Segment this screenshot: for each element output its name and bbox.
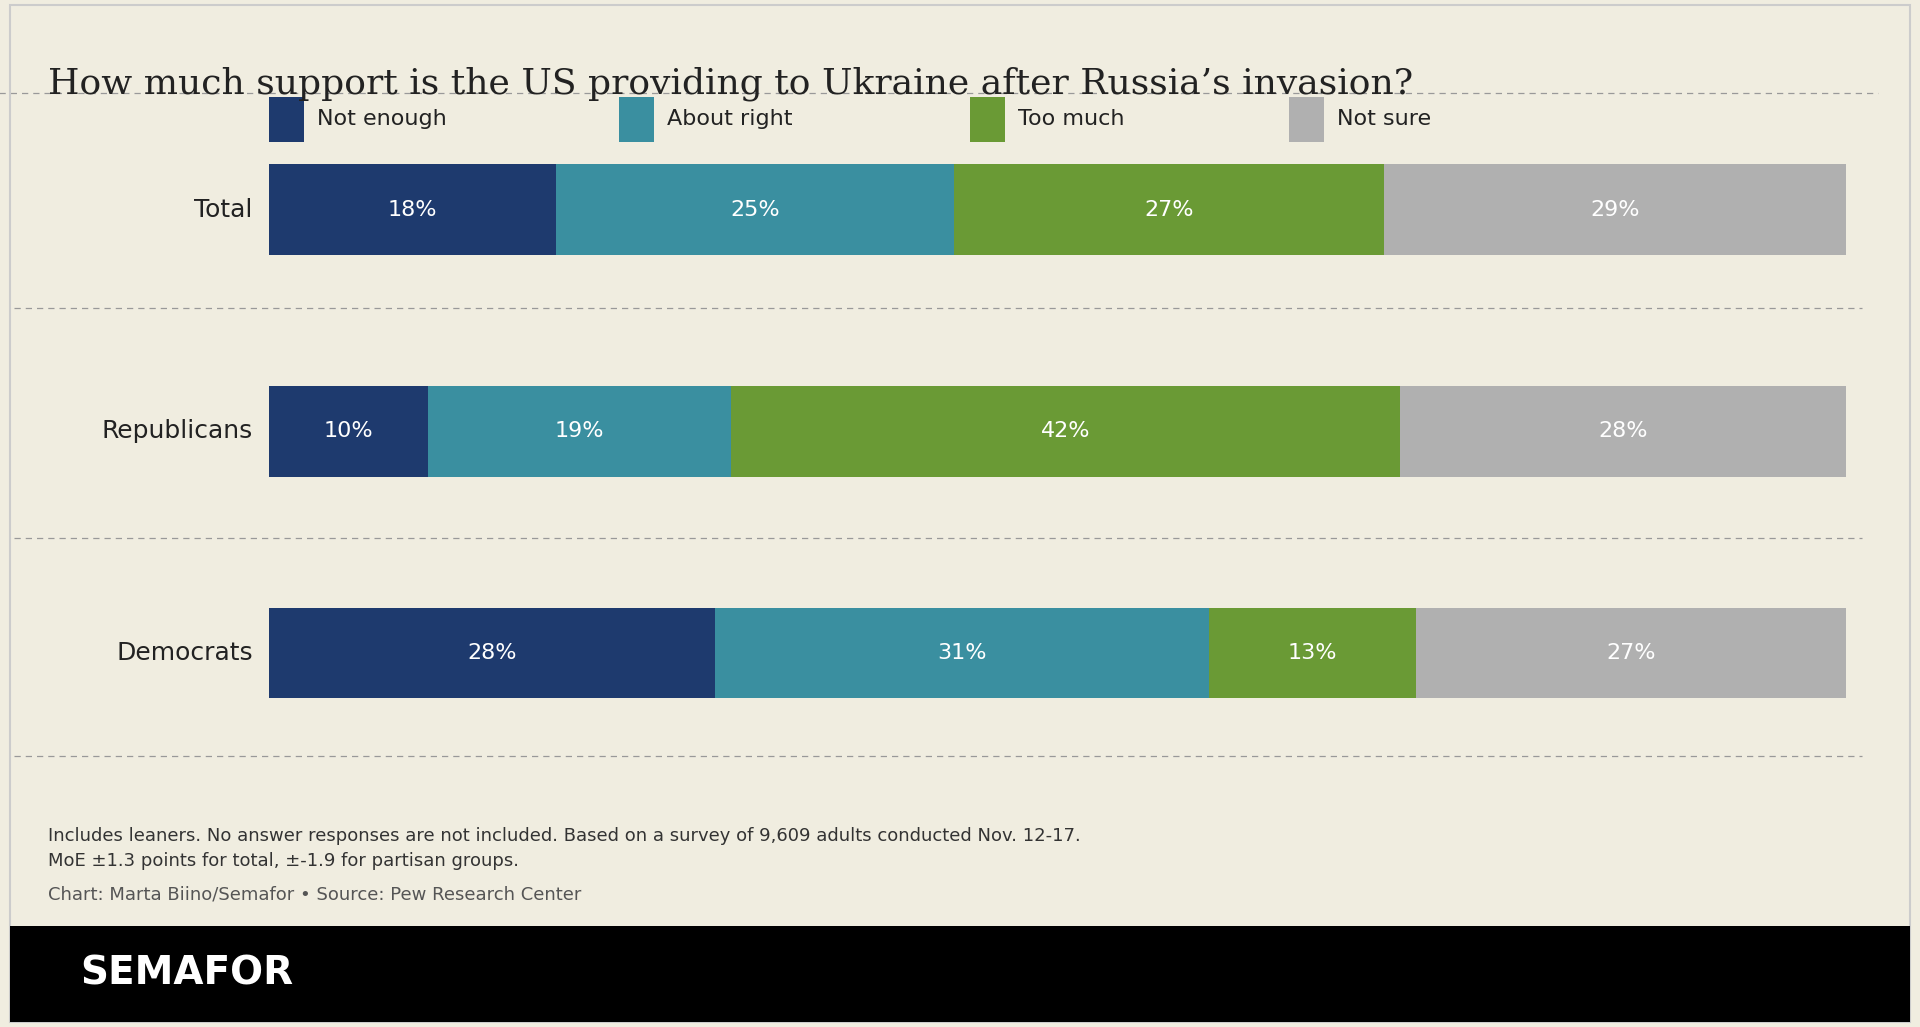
Text: Chart: Marta Biino/Semafor • Source: Pew Research Center: Chart: Marta Biino/Semafor • Source: Pew… (48, 885, 582, 904)
Text: 10%: 10% (324, 421, 372, 442)
Text: 13%: 13% (1288, 643, 1338, 663)
FancyBboxPatch shape (954, 164, 1384, 255)
Text: 27%: 27% (1607, 643, 1657, 663)
FancyBboxPatch shape (269, 608, 714, 698)
FancyBboxPatch shape (1288, 97, 1323, 142)
Text: 28%: 28% (1599, 421, 1647, 442)
Text: 27%: 27% (1144, 199, 1194, 220)
FancyBboxPatch shape (555, 164, 954, 255)
Text: How much support is the US providing to Ukraine after Russia’s invasion?: How much support is the US providing to … (48, 67, 1413, 102)
Text: 29%: 29% (1590, 199, 1640, 220)
FancyBboxPatch shape (1417, 608, 1847, 698)
FancyBboxPatch shape (732, 386, 1400, 477)
FancyBboxPatch shape (269, 386, 428, 477)
Text: MoE ±1.3 points for total, ±-1.9 for partisan groups.: MoE ±1.3 points for total, ±-1.9 for par… (48, 852, 518, 871)
FancyBboxPatch shape (970, 97, 1004, 142)
Text: 31%: 31% (937, 643, 987, 663)
Text: 25%: 25% (730, 199, 780, 220)
Text: Total: Total (194, 197, 253, 222)
FancyBboxPatch shape (269, 164, 555, 255)
Text: Not enough: Not enough (317, 109, 445, 129)
FancyBboxPatch shape (428, 386, 732, 477)
Text: About right: About right (668, 109, 793, 129)
FancyBboxPatch shape (1384, 164, 1847, 255)
FancyBboxPatch shape (1400, 386, 1847, 477)
FancyBboxPatch shape (620, 97, 655, 142)
Text: 28%: 28% (467, 643, 516, 663)
Text: Includes leaners. No answer responses are not included. Based on a survey of 9,6: Includes leaners. No answer responses ar… (48, 827, 1081, 845)
Text: Not sure: Not sure (1336, 109, 1430, 129)
Text: Republicans: Republicans (102, 419, 253, 444)
FancyBboxPatch shape (714, 608, 1210, 698)
Text: 42%: 42% (1041, 421, 1091, 442)
Text: SEMAFOR: SEMAFOR (81, 954, 294, 993)
Text: Democrats: Democrats (117, 641, 253, 665)
FancyBboxPatch shape (1210, 608, 1417, 698)
Text: Too much: Too much (1018, 109, 1125, 129)
Text: 18%: 18% (388, 199, 438, 220)
Text: 19%: 19% (555, 421, 605, 442)
FancyBboxPatch shape (269, 97, 303, 142)
